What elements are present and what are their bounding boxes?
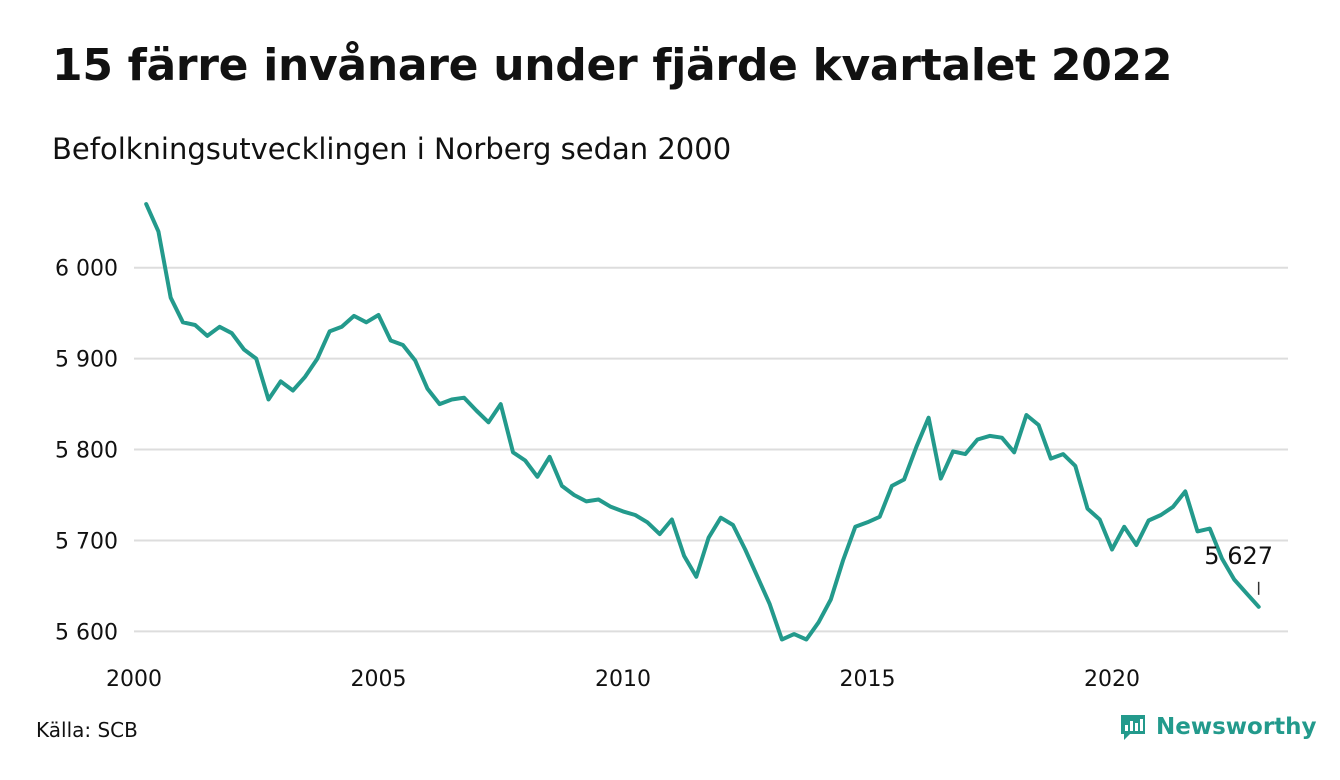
y-tick-label: 5 900 bbox=[55, 348, 118, 373]
chart-title: 15 färre invånare under fjärde kvartalet… bbox=[52, 40, 1173, 91]
y-tick-label: 5 600 bbox=[55, 620, 118, 645]
brand-name: Newsworthy bbox=[1156, 714, 1317, 740]
newsworthy-logo-icon bbox=[1121, 715, 1145, 740]
source-note: Källa: SCB bbox=[36, 718, 138, 742]
y-tick-label: 6 000 bbox=[55, 257, 118, 282]
annotations: 5 627 bbox=[1204, 542, 1273, 595]
y-tick-label: 5 800 bbox=[55, 439, 118, 464]
x-tick-label: 2015 bbox=[839, 667, 895, 692]
x-tick-label: 2005 bbox=[350, 667, 406, 692]
annotation-label: 5 627 bbox=[1204, 542, 1273, 570]
grid-lines bbox=[134, 266, 1288, 633]
x-tick-label: 2000 bbox=[106, 667, 162, 692]
chart-subtitle: Befolkningsutvecklingen i Norberg sedan … bbox=[52, 132, 732, 166]
x-axis-labels: 2000 2005 2010 2015 2020 bbox=[106, 667, 1140, 692]
population-line bbox=[144, 202, 1261, 642]
x-tick-label: 2010 bbox=[595, 667, 651, 692]
brand-logo: Newsworthy bbox=[1118, 712, 1317, 742]
x-tick-label: 2020 bbox=[1084, 667, 1140, 692]
y-tick-label: 5 700 bbox=[55, 529, 118, 554]
y-axis-labels: 5 600 5 700 5 800 5 900 6 000 bbox=[55, 257, 118, 646]
